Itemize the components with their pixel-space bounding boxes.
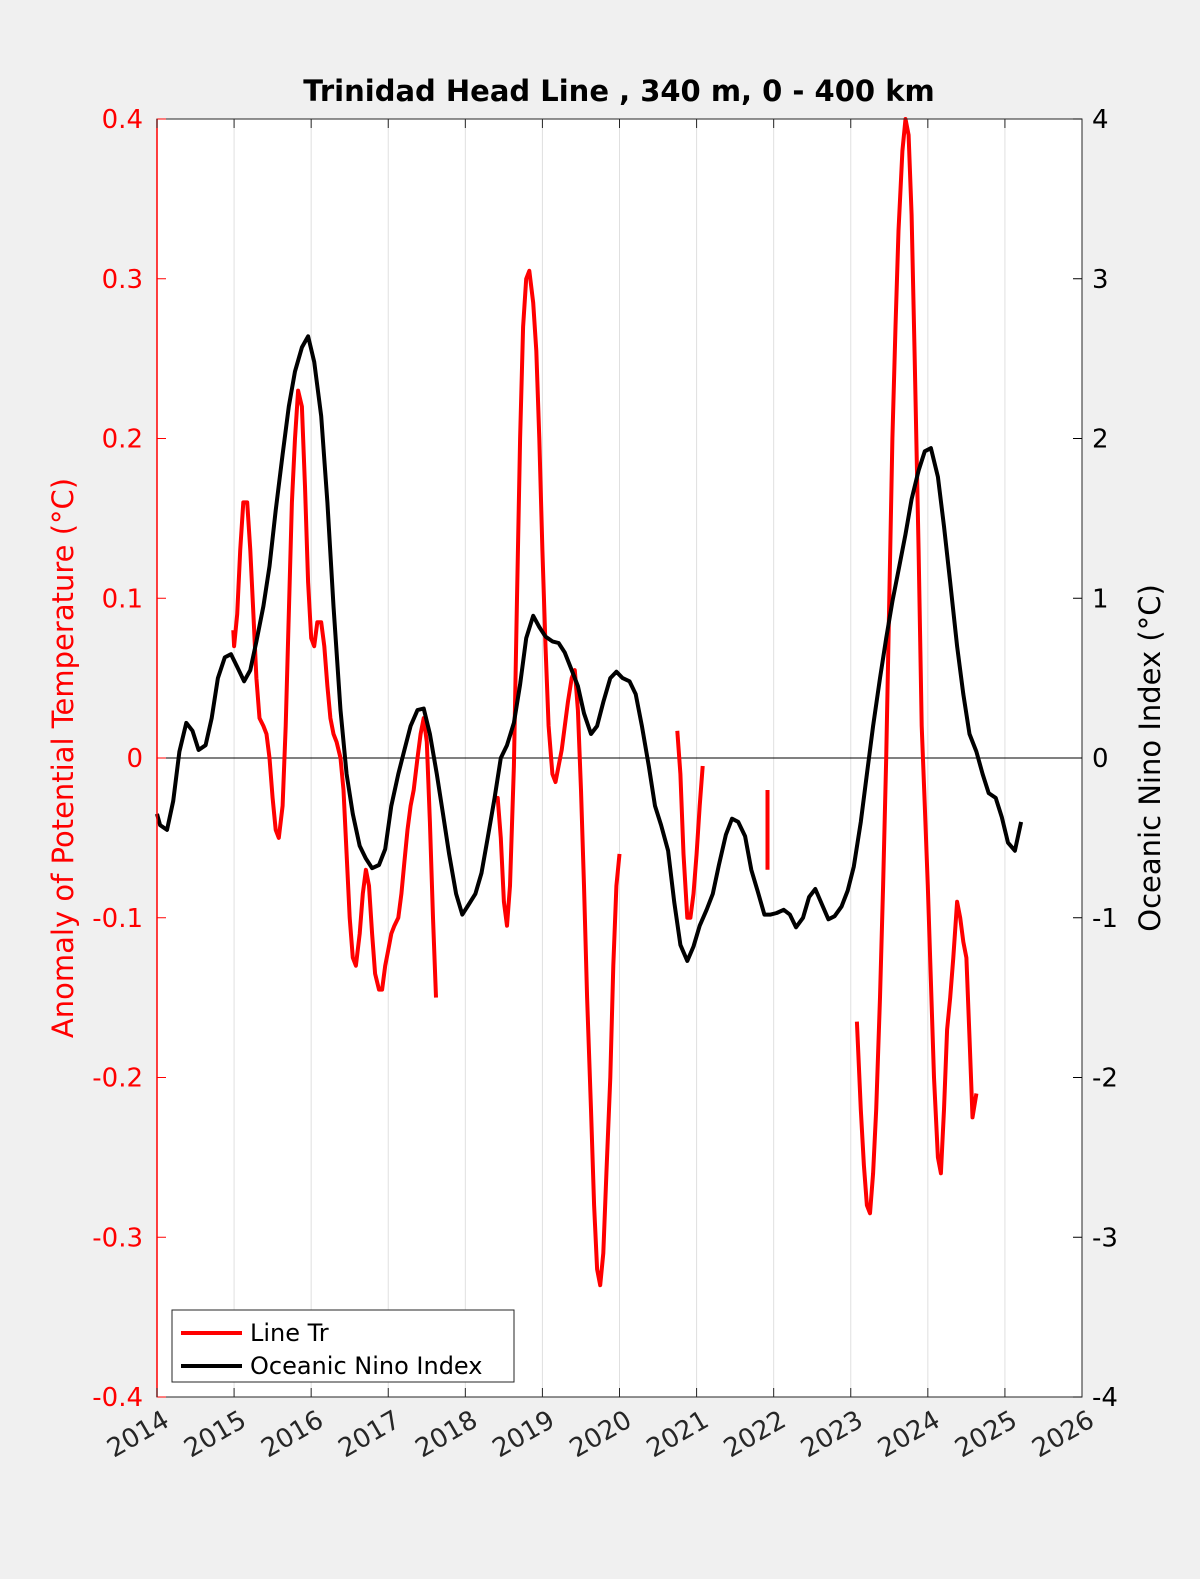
y-tick-label-left: -0.1 [92, 904, 143, 934]
legend-box [171, 1309, 515, 1383]
y-tick-label-left: -0.2 [92, 1064, 143, 1094]
legend-label-oni: Oceanic Nino Index [250, 1352, 482, 1380]
series-line-tr [494, 268, 622, 1288]
y-tick-label-left: -0.4 [92, 1383, 143, 1413]
series-layer [155, 117, 1024, 1288]
y-tick-label-right: 2 [1092, 425, 1109, 455]
y-axis-label-right: Oceanic Nino Index (°C) [1133, 584, 1167, 932]
y-tick-label-left: 0.4 [102, 105, 143, 135]
y-tick-label-left: 0.3 [102, 265, 143, 295]
y-tick-label-left: 0.2 [102, 425, 143, 455]
y-axis-label-left: Anomaly of Potential Temperature (°C) [46, 478, 80, 1038]
legend-label-line-tr: Line Tr [250, 1319, 329, 1347]
y-tick-label-left: 0 [126, 744, 143, 774]
chart-title: Trinidad Head Line , 340 m, 0 - 400 km [303, 74, 934, 108]
y-tick-label-right: -2 [1092, 1064, 1118, 1094]
y-tick-label-right: -3 [1092, 1223, 1118, 1253]
series-line-tr [854, 117, 979, 1216]
right-axis: -4 -3 -2 -1 0 1 2 3 4 [1073, 105, 1118, 1413]
y-tick-label-left: 0.1 [102, 584, 143, 614]
y-tick-label-right: -4 [1092, 1383, 1118, 1413]
series-line-tr [231, 388, 438, 998]
legend: Line Tr Oceanic Nino Index [171, 1309, 515, 1383]
left-axis: -0.4 -0.3 -0.2 -0.1 0 0.1 0.2 0.3 0.4 [92, 105, 166, 1413]
series-line-tr [675, 730, 705, 920]
series-oni [155, 334, 1024, 963]
y-tick-label-right: 0 [1092, 744, 1109, 774]
y-tick-label-right: 1 [1092, 584, 1109, 614]
y-tick-label-right: 3 [1092, 265, 1109, 295]
y-tick-label-right: 4 [1092, 105, 1109, 135]
y-tick-label-right: -1 [1092, 904, 1118, 934]
y-tick-label-left: -0.3 [92, 1223, 143, 1253]
